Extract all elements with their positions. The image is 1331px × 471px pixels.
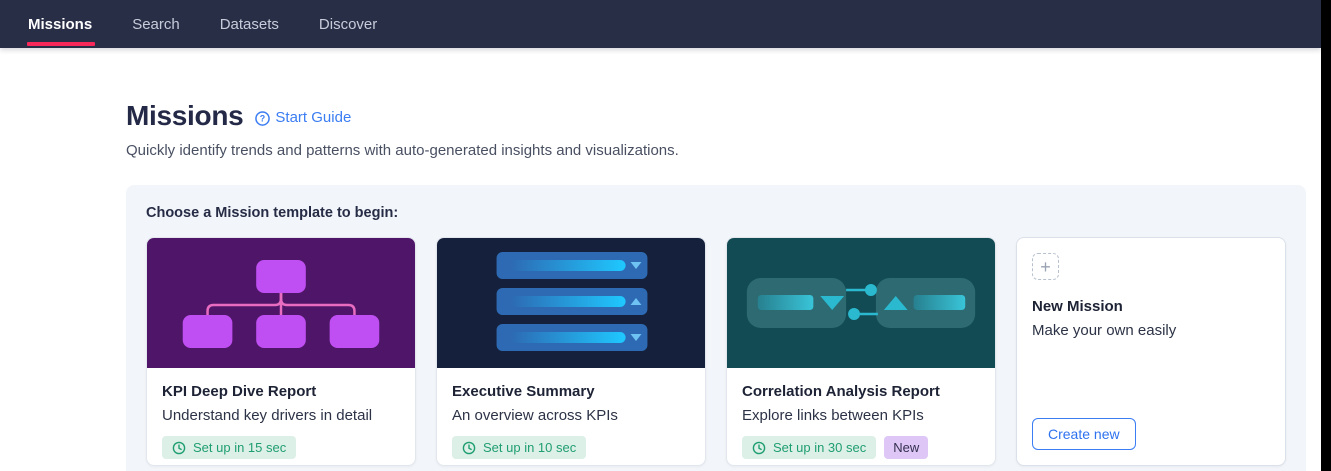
template-card-correlation-analysis[interactable]: Correlation Analysis Report Explore link…	[726, 237, 996, 466]
question-circle-icon: ?	[255, 111, 271, 126]
clock-icon	[172, 441, 186, 454]
card-description: Explore links between KPIs	[742, 407, 924, 424]
card-title: KPI Deep Dive Report	[162, 383, 317, 400]
tree-diagram-illustration	[147, 238, 415, 368]
svg-text:?: ?	[260, 114, 265, 124]
template-card-kpi-deep-dive[interactable]: KPI Deep Dive Report Understand key driv…	[146, 237, 416, 466]
setup-time-badge: Set up in 10 sec	[452, 436, 587, 459]
mission-template-panel: Choose a Mission template to begin: KPI …	[126, 185, 1306, 471]
main-content: Missions ? Start Guide Quickly identify …	[0, 48, 1331, 159]
page-title: Missions	[126, 100, 244, 131]
plus-icon: +	[1032, 253, 1059, 280]
card-title: Correlation Analysis Report	[742, 383, 940, 400]
create-new-button[interactable]: Create new	[1032, 418, 1136, 450]
panel-heading: Choose a Mission template to begin:	[146, 205, 399, 221]
template-card-executive-summary[interactable]: Executive Summary An overview across KPI…	[436, 237, 706, 466]
new-mission-card[interactable]: + New Mission Make your own easily Creat…	[1016, 237, 1286, 466]
card-description: An overview across KPIs	[452, 407, 618, 424]
setup-time-badge: Set up in 30 sec	[742, 436, 877, 459]
setup-time-badge: Set up in 15 sec	[162, 436, 297, 459]
nav-item-datasets[interactable]: Datasets	[219, 15, 279, 33]
clock-icon	[462, 441, 476, 454]
kpi-bars-illustration	[437, 238, 705, 368]
template-cards-row: KPI Deep Dive Report Understand key driv…	[146, 237, 1286, 466]
card-description: Understand key drivers in detail	[162, 407, 373, 424]
top-navigation: Missions Search Datasets Discover	[0, 0, 1321, 48]
card-body: Correlation Analysis Report Explore link…	[727, 368, 995, 465]
start-guide-link[interactable]: ? Start Guide	[255, 109, 351, 126]
title-row: Missions ? Start Guide	[126, 100, 1331, 132]
new-badge: New	[884, 436, 929, 459]
nav-item-search[interactable]: Search	[132, 15, 180, 33]
window-edge-strip	[1321, 0, 1331, 471]
card-body: KPI Deep Dive Report Understand key driv…	[147, 368, 415, 465]
setup-time-label: Set up in 10 sec	[483, 440, 577, 455]
card-body: Executive Summary An overview across KPI…	[437, 368, 705, 465]
setup-time-label: Set up in 30 sec	[773, 440, 867, 455]
new-mission-description: Make your own easily	[1032, 322, 1177, 339]
new-mission-title: New Mission	[1032, 298, 1123, 315]
card-title: Executive Summary	[452, 383, 595, 400]
nav-item-discover[interactable]: Discover	[318, 15, 378, 33]
nav-item-missions[interactable]: Missions	[26, 0, 96, 48]
badge-row: Set up in 10 sec	[452, 436, 690, 459]
page-subtitle: Quickly identify trends and patterns wit…	[126, 142, 679, 159]
linked-nodes-illustration	[727, 238, 995, 368]
badge-row: Set up in 30 sec New	[742, 436, 980, 459]
clock-icon	[752, 441, 766, 454]
start-guide-label: Start Guide	[275, 109, 352, 126]
setup-time-label: Set up in 15 sec	[193, 440, 287, 455]
badge-row: Set up in 15 sec	[162, 436, 400, 459]
